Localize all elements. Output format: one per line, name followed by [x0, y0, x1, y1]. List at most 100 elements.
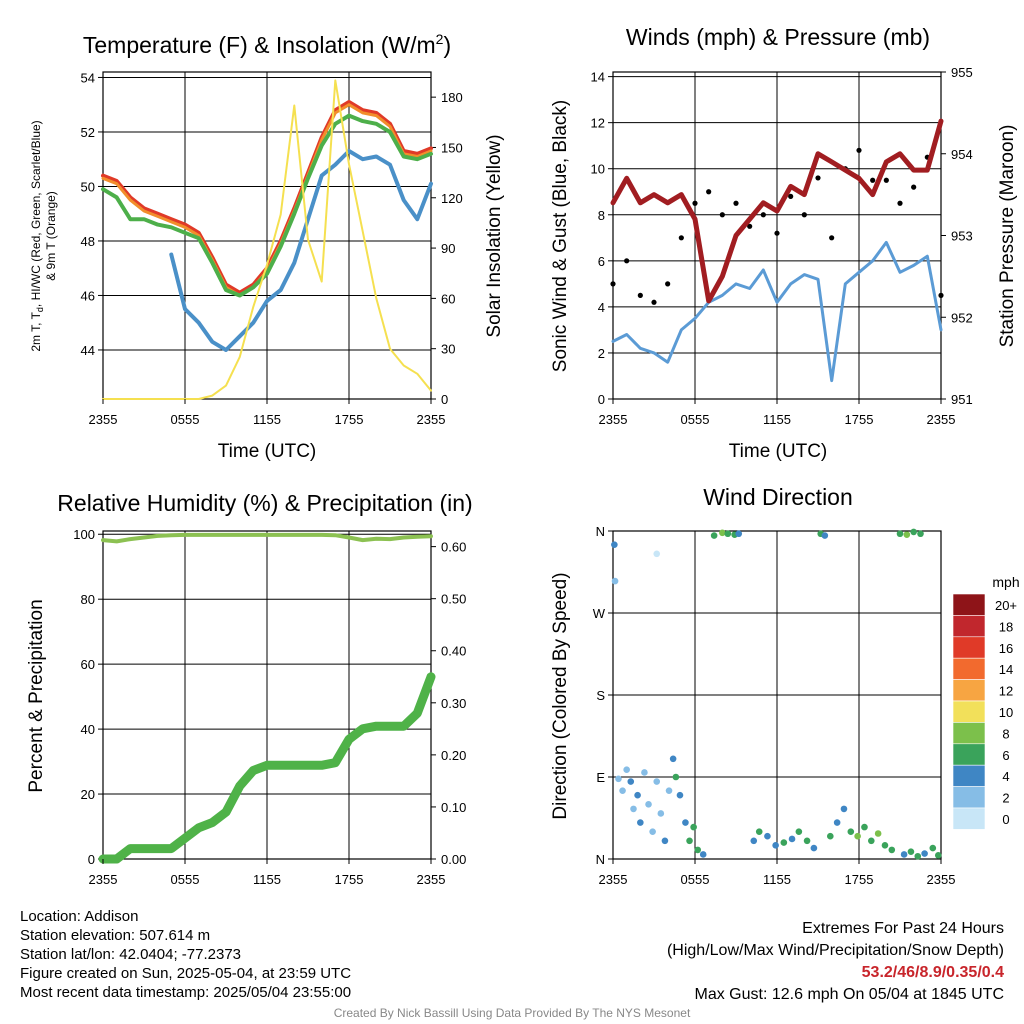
winds-xtick-label: 0555: [681, 412, 710, 427]
recent-text: Most recent data timestamp: 2025/05/04 2…: [20, 984, 352, 1001]
colorbar-label: 2: [1002, 791, 1009, 806]
direction-point: [755, 828, 763, 835]
winds-gust-point: [870, 177, 876, 183]
direction-point: [699, 851, 707, 858]
humidity-series-precip: [98, 672, 436, 864]
winds-title: Winds (mph) & Pressure (mb): [626, 24, 930, 50]
temperature-ytick-label: 44: [81, 343, 95, 358]
winds-gust-point: [637, 292, 643, 298]
winds-gust-point: [760, 212, 766, 218]
direction-xtick-label: 2355: [927, 872, 956, 887]
direction-ytick-label: N: [596, 852, 605, 867]
winds-xlabel: Time (UTC): [729, 441, 828, 462]
winds-ytick-label: 8: [598, 208, 605, 223]
direction-point: [676, 791, 684, 799]
direction-point: [917, 530, 924, 538]
direction-point: [623, 766, 630, 774]
direction-point: [874, 830, 882, 837]
humidity-y2tick-label: 0.10: [441, 800, 466, 815]
direction-ytick-label: E: [596, 770, 605, 785]
direction-xtick-label: 1755: [845, 872, 874, 887]
winds-ylabel-left: Sonic Wind & Gust (Blue, Black): [550, 100, 571, 372]
winds-xtick-label: 1155: [763, 412, 791, 427]
direction-point: [840, 805, 848, 813]
colorbar-swatch: [952, 615, 986, 638]
winds-xtick-label: 1755: [845, 412, 874, 427]
direction-point: [611, 577, 619, 585]
direction-point: [827, 832, 834, 840]
humidity-ytick-label: 100: [73, 527, 95, 542]
direction-point: [929, 844, 937, 852]
direction-ylabel-left: Direction (Colored By Speed): [550, 572, 571, 819]
extremes-values: 53.2/46/8.9/0.35/0.4: [861, 964, 1004, 981]
direction-point: [833, 819, 841, 826]
colorbar-label: 14: [999, 662, 1013, 677]
created-text: Figure created on Sun, 2025-05-04, at 23…: [20, 965, 352, 982]
colorbar-swatch: [952, 679, 986, 702]
direction-point: [641, 769, 648, 776]
station-info: Location: Addison Station elevation: 507…: [20, 907, 351, 1002]
temperature-y2tick-label: 180: [441, 90, 463, 105]
temperature-xtick-label: 2355: [89, 412, 118, 427]
direction-point: [803, 837, 811, 845]
colorbar-label: 0: [1002, 812, 1009, 827]
direction-ytick-label: S: [596, 688, 605, 703]
direction-axes: N E S W N 2355 0555 1155 1755 2355: [593, 524, 956, 887]
direction-point: [645, 801, 652, 808]
winds-gust-point: [911, 184, 917, 190]
winds-y2tick-label: 953: [951, 229, 973, 244]
colorbar-title: mph: [992, 574, 1019, 590]
direction-ytick-label: W: [593, 606, 606, 621]
humidity-y2tick-label: 0.50: [441, 592, 466, 607]
temperature-ylabel-left: 2m T, Td, HI/WC (Red, Green, Scarlet/Blu…: [29, 120, 45, 351]
colorbar-label: 10: [999, 705, 1013, 720]
colorbar-label: 12: [999, 684, 1013, 699]
temperature-xtick-label: 0555: [171, 412, 200, 427]
direction-point: [907, 848, 915, 856]
direction-point: [669, 755, 677, 763]
direction-point: [657, 810, 665, 817]
direction-point: [810, 844, 818, 852]
direction-point: [764, 832, 771, 840]
colorbar-swatch: [952, 786, 986, 809]
direction-ytick-label: N: [596, 524, 605, 539]
winds-gust-point: [801, 212, 807, 218]
colorbar-swatch: [952, 700, 986, 723]
direction-point: [861, 823, 868, 831]
direction-point: [881, 842, 889, 849]
winds-gust-point: [610, 281, 616, 287]
direction-point: [672, 773, 680, 781]
colorbar-label: 8: [1002, 726, 1009, 741]
colorbar-swatch: [952, 807, 986, 830]
winds-gust-point: [706, 189, 712, 195]
credit-text: Created By Nick Bassill Using Data Provi…: [333, 1006, 691, 1020]
colorbar-swatch: [952, 722, 986, 745]
winds-y2tick-label: 952: [951, 310, 973, 325]
direction-point: [896, 530, 904, 538]
humidity-title: Relative Humidity (%) & Precipitation (i…: [57, 490, 472, 516]
temperature-series-blue: [169, 149, 433, 352]
winds-ytick-label: 4: [598, 300, 605, 315]
temperature-y2tick-label: 120: [441, 191, 463, 206]
humidity-ytick-label: 40: [81, 722, 95, 737]
humidity-ytick-label: 60: [81, 657, 95, 672]
direction-point: [653, 550, 661, 558]
colorbar-swatch: [952, 764, 986, 787]
temperature-y2tick-label: 0: [441, 392, 448, 407]
direction-point: [694, 846, 702, 854]
winds-gust-point: [719, 212, 725, 218]
extremes-heading: Extremes For Past 24 Hours: [802, 920, 1004, 937]
direction-point: [854, 832, 861, 840]
direction-point: [868, 837, 875, 845]
extremes-info: Extremes For Past 24 Hours (High/Low/Max…: [667, 918, 1004, 1006]
colorbar-label: 6: [1002, 748, 1009, 763]
direction-title: Wind Direction: [703, 484, 853, 510]
direction-point: [750, 837, 758, 845]
colorbar-swatch: [952, 657, 986, 680]
winds-series-sonic: [611, 240, 943, 383]
direction-point: [903, 531, 911, 538]
direction-point: [724, 530, 732, 538]
winds-gust-point: [747, 223, 753, 229]
winds-gust-point: [774, 230, 780, 236]
